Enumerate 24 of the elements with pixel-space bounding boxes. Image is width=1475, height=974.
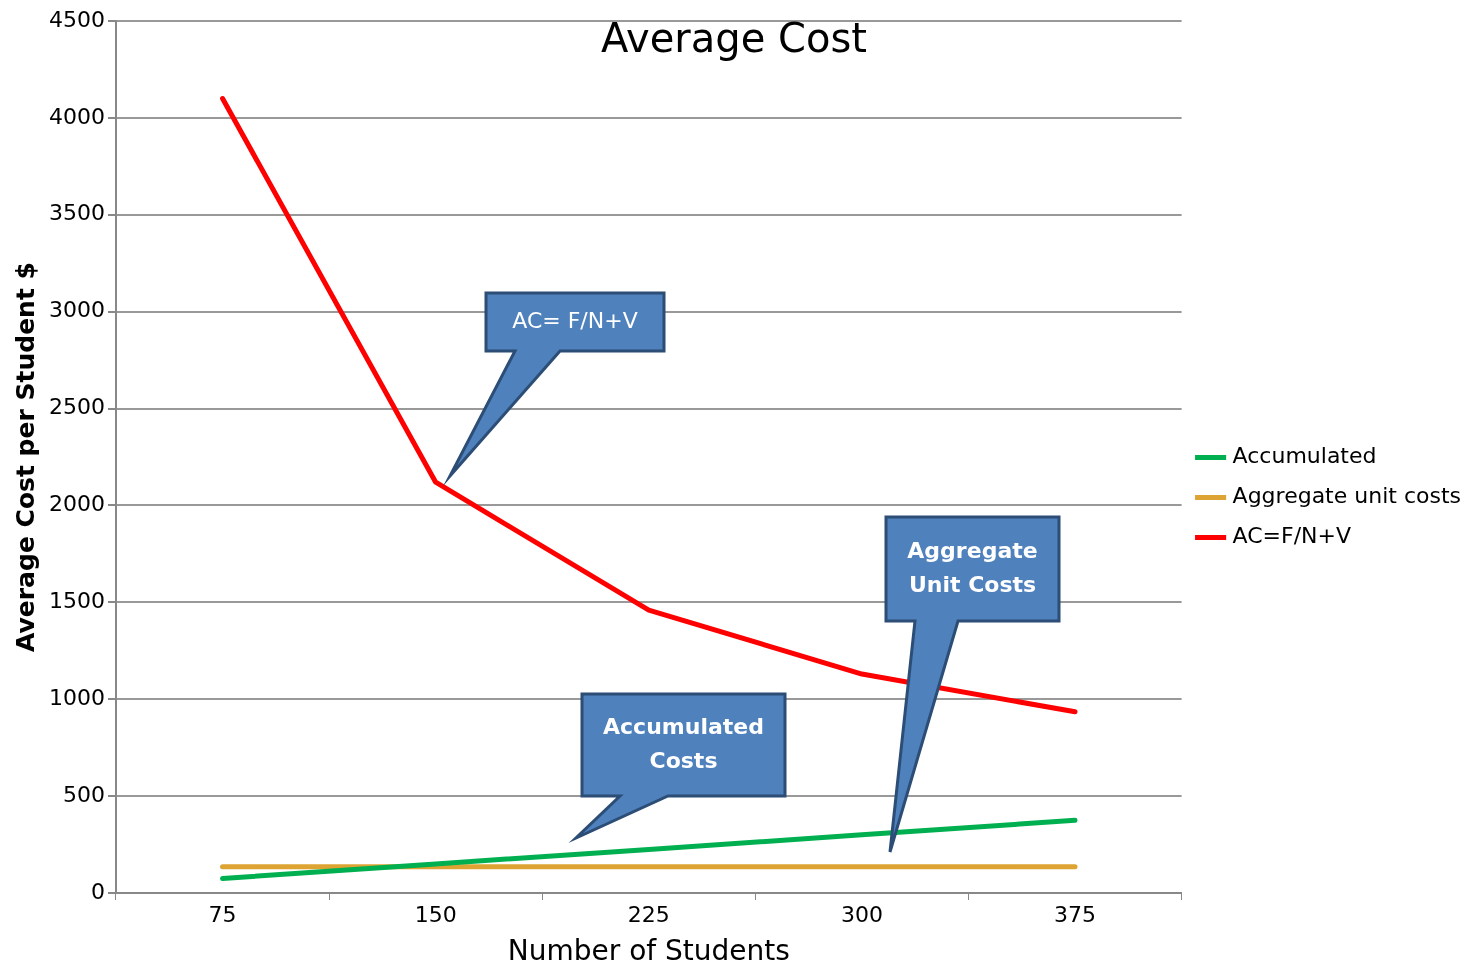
y-tick-label: 4000 [48,103,105,129]
y-tick-label: 3500 [48,200,105,226]
y-axis-title: Average Cost per Student $ [10,262,40,652]
y-tick-label: 2500 [48,394,105,420]
annotation: Aggregate Unit Costs [907,537,1038,597]
x-axis-title: Number of Students [507,934,790,968]
legend-label: AC=F/N+V [1232,523,1352,549]
y-tick-label: 1500 [48,588,105,614]
legend-label: Aggregate unit costs [1232,483,1462,509]
y-tick-label: 500 [62,781,105,807]
y-tick-label: 1000 [48,684,105,710]
y-tick-label: 4500 [48,6,105,32]
x-tick-label: 225 [627,901,670,927]
y-tick-label: 2000 [48,491,105,517]
y-tick-label: 0 [90,878,105,904]
x-tick-label: 75 [208,901,237,927]
legend-label: Accumulated [1232,443,1377,469]
x-tick-label: 375 [1054,901,1097,927]
chart-title: Average Cost [601,15,867,62]
annotation: AC= F/N+V [512,307,638,333]
annotation: Accumulated Costs [603,713,764,773]
x-tick-label: 300 [840,901,883,927]
y-tick-label: 3000 [48,297,105,323]
x-tick-label: 150 [414,901,457,927]
